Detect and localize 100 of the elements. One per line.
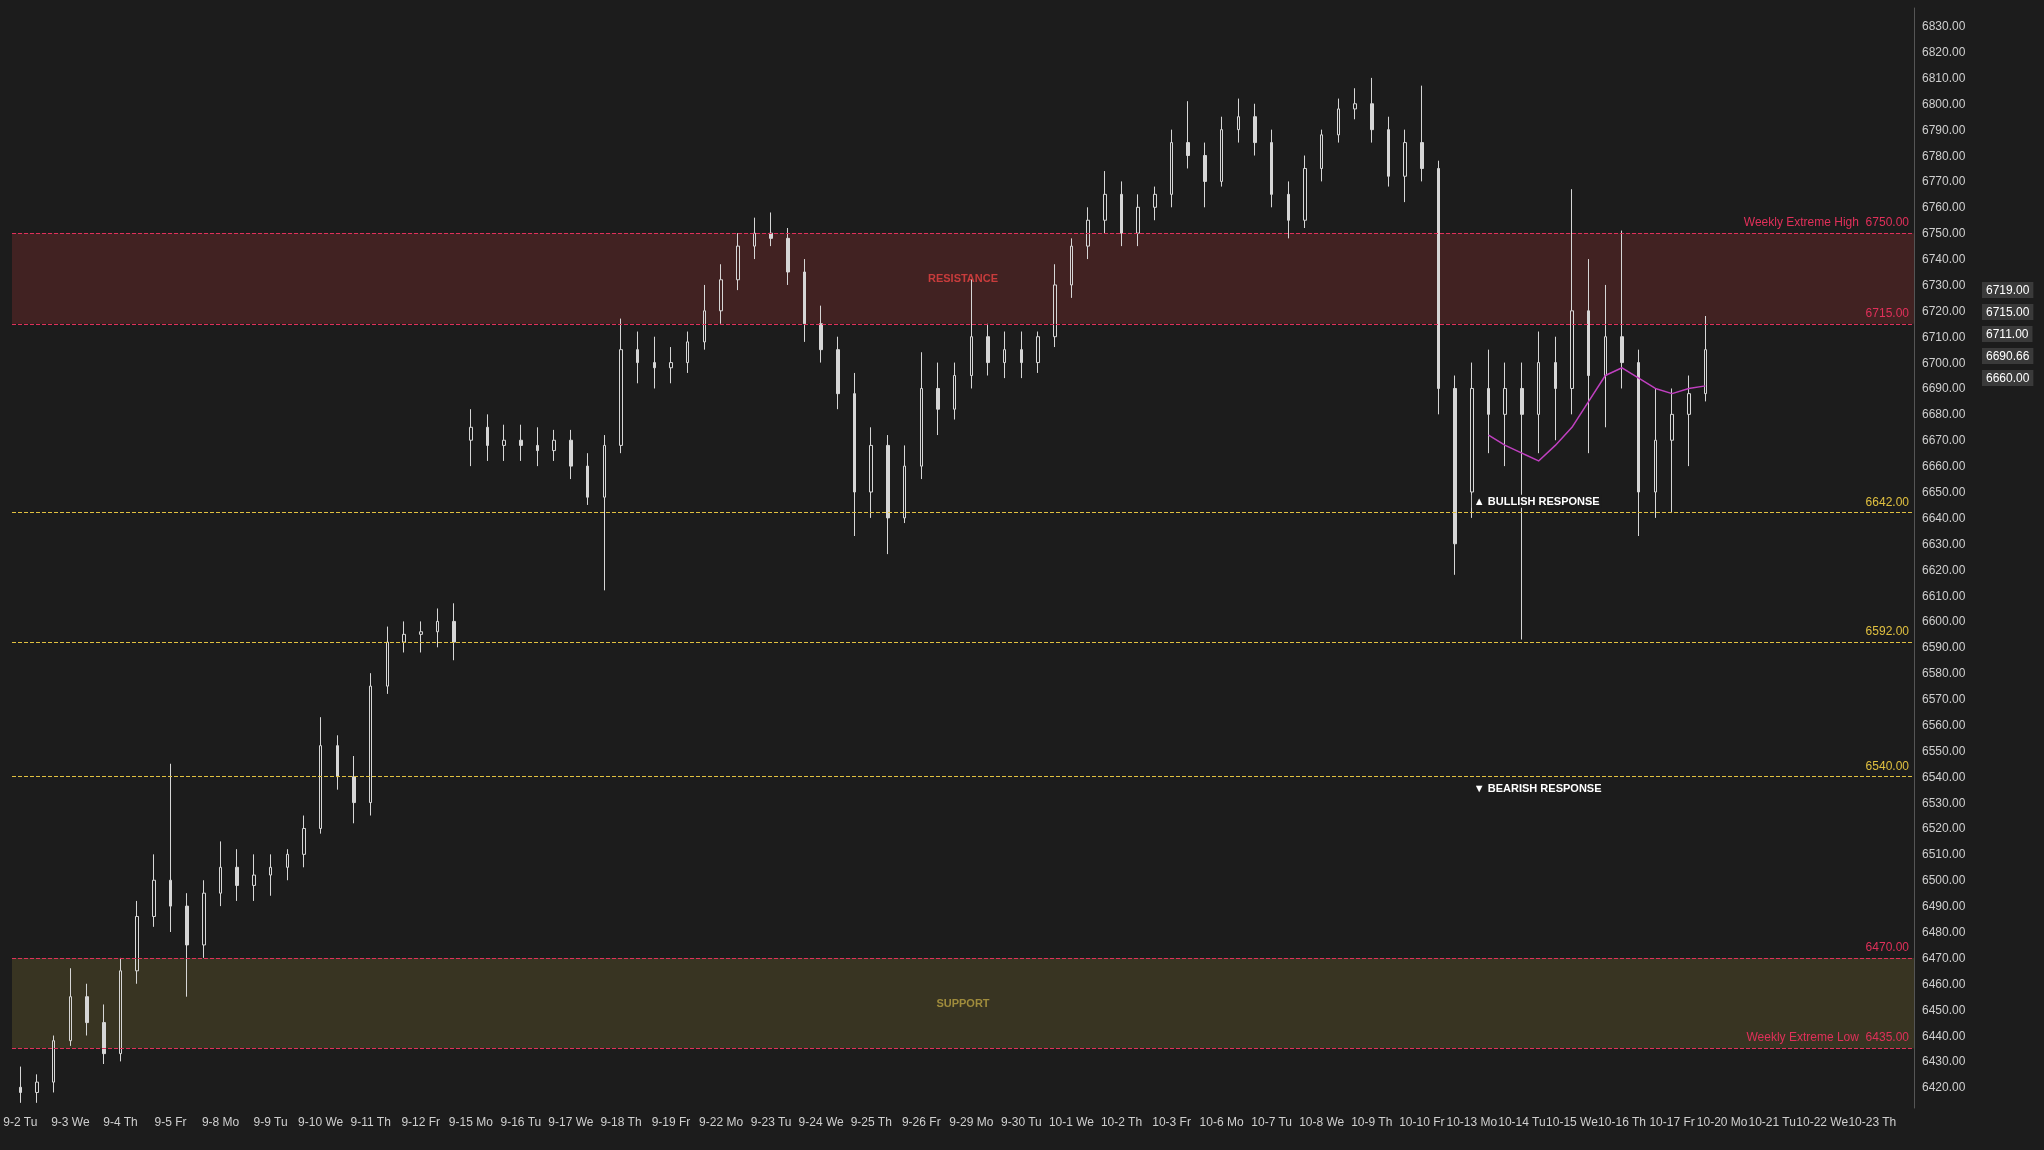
y-tick-label: 6800.00 [1922,96,1966,111]
x-tick-label: 9-4 Th [103,1115,138,1129]
x-tick-label: 10-9 Th [1351,1115,1393,1129]
candlestick [1103,170,1107,234]
candlestick [1136,193,1140,247]
ref-line-label: Weekly Extreme Low 6435.00 [1746,1030,1910,1045]
candlestick [1153,186,1157,221]
candlestick [1570,188,1574,415]
candlestick [786,227,790,286]
candlestick [1086,206,1090,260]
candlestick [769,211,773,247]
y-tick-label: 6570.00 [1922,692,1966,707]
y-tick-label: 6430.00 [1922,1054,1966,1069]
x-tick-label: 9-29 Mo [949,1115,994,1129]
band-label: SUPPORT [936,997,990,1010]
x-tick-label: 9-15 Mo [448,1115,494,1129]
candlestick [135,900,139,985]
candlestick [1020,331,1023,379]
candlestick [1070,237,1073,299]
x-tick-label: 9-11 Th [350,1115,391,1129]
x-tick-label: 9-25 Th [850,1115,892,1129]
y-tick-label: 6770.00 [1922,174,1966,189]
text: 6690.66 [1986,349,2030,363]
candlestick [35,1073,39,1104]
x-tick-label: 9-26 Fr [901,1115,941,1129]
candlestick [52,1035,55,1093]
y-tick-label: 6790.00 [1922,122,1966,137]
y-tick-label: 6500.00 [1922,873,1966,888]
x-tick-label: 10-14 Tu [1498,1115,1546,1129]
y-tick-label: 6540.00 [1922,769,1966,784]
annotation: ▼ BEARISH RESPONSE [1473,782,1602,795]
y-tick-label: 6810.00 [1922,70,1966,85]
ref-line-label: 6470.00 [1865,939,1910,954]
y-tick-label: 6740.00 [1922,252,1966,267]
candlestick [1387,116,1390,188]
candlestick [502,424,506,462]
x-tick-label: 10-8 We [1299,1115,1345,1129]
candlestick [286,848,289,881]
y-tick-label: 6530.00 [1922,795,1966,810]
y-tick-label: 6450.00 [1922,1002,1966,1017]
ref-line-label: 6715.00 [1865,305,1910,320]
candlestick [1253,103,1257,157]
candlestick [1203,142,1207,208]
y-tick-label: 6550.00 [1922,743,1966,758]
y-tick-label: 6710.00 [1922,329,1966,344]
text: 6719.00 [1986,283,2030,297]
candlestick [152,853,156,928]
candlestick [419,620,423,653]
x-tick-label: 9-17 We [548,1115,594,1129]
candlestick [836,336,840,410]
x-tick-label: 9-10 We [298,1115,344,1129]
candlestick [369,672,372,817]
candlestick [669,346,673,384]
candlestick [452,602,456,661]
y-tick-label: 6680.00 [1922,407,1966,422]
x-tick-label: 9-2 Tu [3,1115,38,1129]
x-tick-label: 9-24 We [798,1115,845,1129]
y-tick-label: 6700.00 [1922,355,1966,370]
candlestick [536,426,539,467]
candlestick [1487,349,1490,454]
y-tick-label: 6650.00 [1922,485,1966,499]
candlestick [169,763,172,933]
y-tick-label: 6480.00 [1922,925,1966,939]
candlestick [252,853,256,902]
candlestick [1420,85,1424,182]
candlestick [336,734,339,791]
x-tick-label: 10-22 We [1796,1115,1849,1129]
band-label: RESISTANCE [927,272,999,285]
y-tick-label: 6690.00 [1922,381,1966,396]
candlestick [1186,100,1190,169]
y-tick-label: 6750.00 [1922,226,1966,241]
candlestick [1287,180,1290,239]
y-tick-label: 6420.00 [1922,1080,1966,1095]
candlestick [1437,160,1440,415]
candlestick [1704,315,1707,402]
candlestick [235,848,239,902]
x-tick-label: 9-5 Fr [154,1115,187,1129]
candlestick [1470,362,1474,519]
y-tick-label: 6460.00 [1922,976,1966,991]
candlestick [653,336,656,389]
candlestick [386,626,389,695]
candlestick [469,408,473,467]
candlestick [1170,129,1173,208]
candlestick [703,284,706,351]
candlestick [953,362,956,421]
y-tick-label: 6490.00 [1922,899,1966,914]
x-tick-label: 9-9 Tu [253,1115,288,1129]
y-tick-label: 6660.00 [1922,459,1966,474]
candlestick [302,815,306,868]
y-tick-label: 6510.00 [1922,847,1966,862]
candlestick [1303,155,1307,229]
y-tick-label: 6780.00 [1922,148,1966,163]
candlestick [1587,258,1590,454]
candlestick [202,879,206,959]
x-tick-label: 10-13 Mo [1446,1115,1498,1129]
candlestick [736,232,740,291]
x-tick-label: 9-12 Fr [401,1115,441,1129]
candlestick [1370,77,1374,144]
ref-line-label: Weekly Extreme High 6750.00 [1743,215,1910,230]
candlestick [719,263,723,325]
